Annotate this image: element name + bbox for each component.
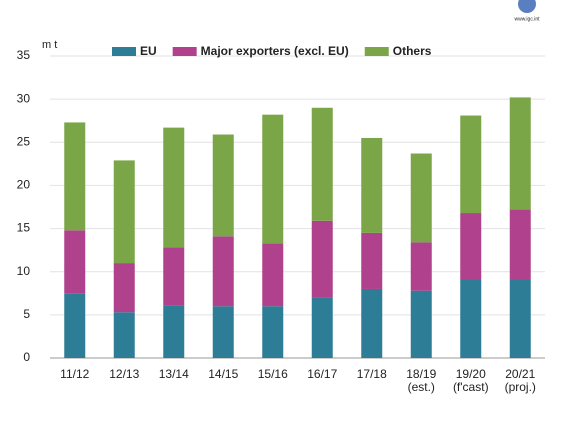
y-tick-label: 15	[17, 221, 31, 235]
bar-segment	[361, 232, 383, 289]
bar-segment	[311, 220, 333, 298]
legend-label: Others	[393, 44, 432, 58]
bar-segment	[509, 209, 531, 280]
bar-segment	[113, 312, 135, 358]
bar-segment	[262, 114, 284, 244]
bar-segment	[262, 243, 284, 307]
bar-segment	[163, 305, 185, 358]
bar-segment	[509, 97, 531, 210]
bar-segment	[163, 127, 185, 248]
bar-segment	[113, 160, 135, 264]
x-tick-label: 15/16	[257, 367, 288, 381]
y-tick-label: 5	[23, 307, 30, 321]
legend-label: Major exporters (excl. EU)	[201, 44, 349, 58]
bar-segment	[361, 288, 383, 358]
bar-segment	[64, 230, 86, 294]
x-tick-label: 17/18	[356, 367, 387, 381]
bar-segment	[460, 115, 482, 214]
y-tick-label: 35	[17, 48, 31, 62]
bar-segment	[64, 122, 86, 231]
bar-segment	[311, 107, 333, 221]
x-tick-label: 20/21 (proj.)	[504, 367, 536, 394]
legend-swatch	[172, 47, 197, 56]
logo	[518, 0, 536, 13]
x-tick-label: 11/12	[60, 367, 90, 381]
y-unit-label: m t	[42, 39, 57, 51]
bar-segment	[64, 293, 86, 358]
x-tick-label: 14/15	[208, 367, 239, 381]
bar-segment	[460, 213, 482, 280]
bar-segment	[410, 290, 432, 358]
x-tick-label: 16/17	[307, 367, 338, 381]
bar-segment	[410, 153, 432, 243]
bar-segment	[113, 263, 135, 313]
x-tick-label: 12/13	[109, 367, 140, 381]
y-tick-label: 10	[17, 264, 31, 278]
legend-swatch	[112, 47, 136, 56]
bar-segment	[163, 247, 185, 306]
bar-segment	[262, 306, 284, 358]
bar-segment	[509, 279, 531, 358]
y-tick-label: 25	[17, 134, 31, 148]
logo-text: www.igc.int	[514, 16, 540, 22]
x-tick-label: 18/19 (est.)	[406, 367, 437, 394]
bar-segment	[212, 306, 234, 358]
y-tick-label: 20	[17, 178, 31, 192]
bar-segment	[311, 297, 333, 358]
legend-swatch	[364, 47, 389, 56]
bar-segment	[212, 134, 234, 237]
y-tick-label: 0	[23, 350, 30, 364]
bar-segment	[410, 242, 432, 291]
bar-segment	[361, 137, 383, 233]
bar-segment	[460, 279, 482, 358]
legend-label: EU	[140, 44, 157, 58]
x-tick-label: 13/14	[158, 367, 189, 381]
x-tick-label: 19/20 (f'cast)	[452, 367, 489, 394]
y-tick-label: 30	[17, 91, 31, 105]
bar-segment	[212, 236, 234, 307]
